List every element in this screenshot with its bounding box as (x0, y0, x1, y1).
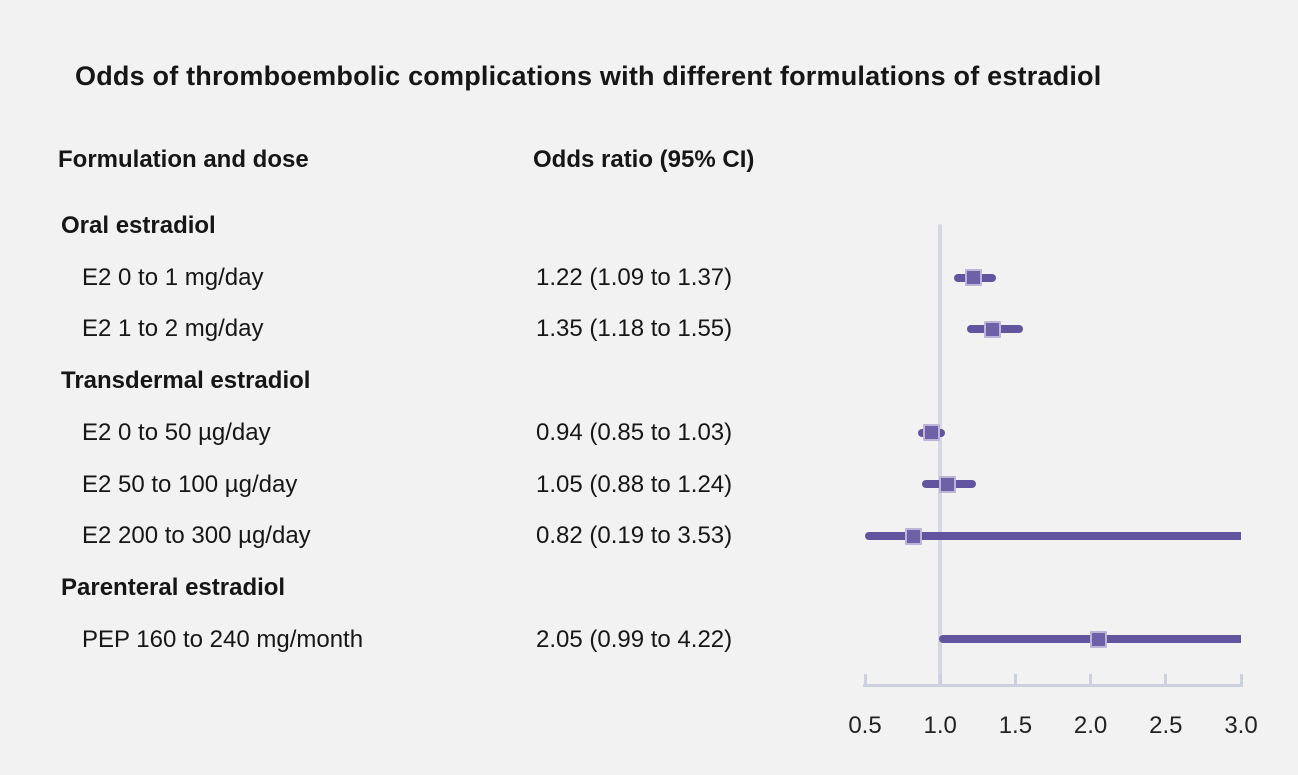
row-label: E2 50 to 100 µg/day (82, 470, 298, 498)
point-estimate-marker (984, 320, 1002, 338)
row-label: E2 0 to 1 mg/day (82, 263, 264, 291)
figure-title: Odds of thromboembolic complications wit… (75, 61, 1102, 91)
section-label: Oral estradiol (61, 212, 216, 239)
axis-tick-label: 2.0 (1073, 712, 1108, 739)
axis-tick (1239, 674, 1243, 684)
section-label: Parenteral estradiol (61, 573, 286, 601)
or-value: 0.82 (0.19 to 3.53) (536, 522, 733, 550)
section-label: Transdermal estradiol (61, 367, 311, 395)
column-header-odds-ratio: Odds ratio (95% CI) (533, 146, 755, 173)
point-estimate-marker (922, 424, 940, 442)
or-value: 2.05 (0.99 to 4.22) (536, 625, 733, 653)
ci-line (865, 532, 1241, 541)
point-estimate-marker (1089, 630, 1107, 648)
point-estimate-marker (939, 475, 957, 493)
or-value: 1.05 (0.88 to 1.24) (536, 470, 733, 498)
axis-tick-label: 3.0 (1224, 712, 1258, 739)
axis-tick-label: 0.5 (848, 712, 882, 739)
row-label: E2 200 to 300 µg/day (82, 522, 311, 550)
row-label: E2 0 to 50 µg/day (82, 418, 271, 446)
axis-tick (1089, 674, 1093, 684)
row-label: PEP 160 to 240 mg/month (82, 625, 364, 653)
x-axis-line (863, 684, 1243, 687)
axis-tick (1013, 674, 1017, 684)
row-label: E2 1 to 2 mg/day (82, 315, 264, 343)
axis-tick-label: 1.0 (923, 712, 957, 739)
axis-tick (863, 674, 867, 684)
point-estimate-marker (964, 269, 982, 287)
reference-line (938, 224, 943, 686)
axis-tick (938, 674, 942, 684)
or-value: 0.94 (0.85 to 1.03) (536, 418, 733, 446)
column-header-formulation: Formulation and dose (58, 146, 309, 173)
or-value: 1.22 (1.09 to 1.37) (536, 263, 733, 291)
axis-tick (1164, 674, 1168, 684)
axis-tick-label: 2.5 (1149, 712, 1183, 739)
point-estimate-marker (904, 527, 922, 545)
axis-tick-label: 1.5 (998, 712, 1033, 739)
or-value: 1.35 (1.18 to 1.55) (536, 315, 733, 343)
